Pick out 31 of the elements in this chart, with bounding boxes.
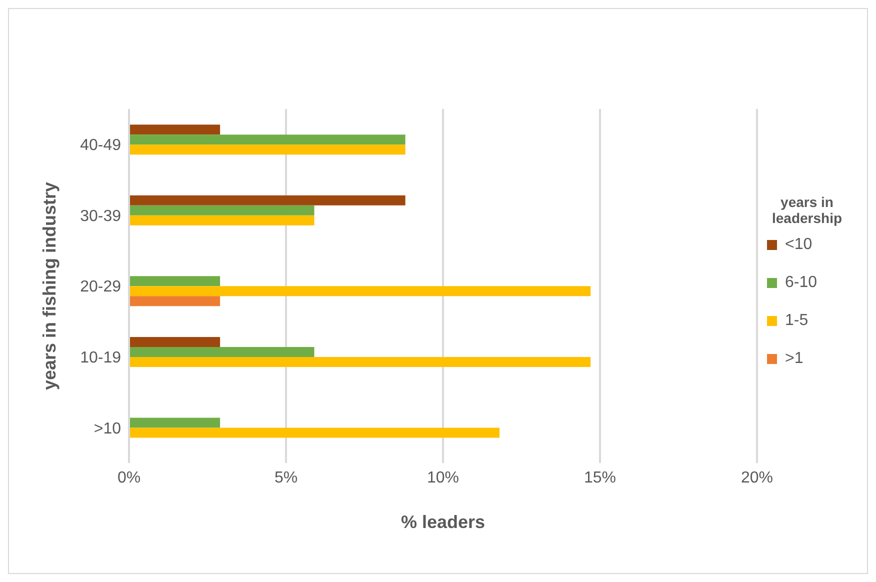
bar — [129, 144, 406, 155]
bar — [129, 215, 314, 226]
bar — [129, 418, 220, 428]
bar — [129, 356, 591, 367]
bar — [129, 134, 406, 145]
bar — [129, 336, 220, 347]
y-tick-label: 20-29 — [80, 278, 122, 296]
bar — [129, 346, 314, 357]
x-tick-label: 10% — [426, 469, 460, 486]
bar — [129, 276, 220, 286]
bar — [129, 195, 406, 206]
bar — [129, 286, 591, 296]
legend-title: years in leadership — [770, 194, 844, 226]
y-tick-label: 10-19 — [80, 349, 122, 366]
legend-label: 1-5 — [784, 312, 810, 330]
bar — [129, 428, 500, 438]
legend-label: >1 — [784, 350, 804, 368]
y-tick-label: 30-39 — [80, 208, 122, 225]
x-tick-label: 5% — [274, 469, 298, 486]
y-tick-label: 40-49 — [80, 137, 122, 154]
y-axis-title: years in fishing industry — [39, 182, 60, 390]
bar — [129, 124, 220, 135]
bar — [129, 205, 314, 216]
x-tick-label: 20% — [740, 469, 774, 486]
legend-label: <10 — [784, 236, 814, 254]
legend-label: 6-10 — [784, 274, 818, 292]
x-axis-title: % leaders — [400, 512, 486, 532]
x-tick-label: 0% — [117, 469, 141, 486]
x-tick-label: 15% — [584, 469, 616, 486]
bar — [129, 296, 220, 306]
y-tick-label: >10 — [94, 420, 122, 438]
